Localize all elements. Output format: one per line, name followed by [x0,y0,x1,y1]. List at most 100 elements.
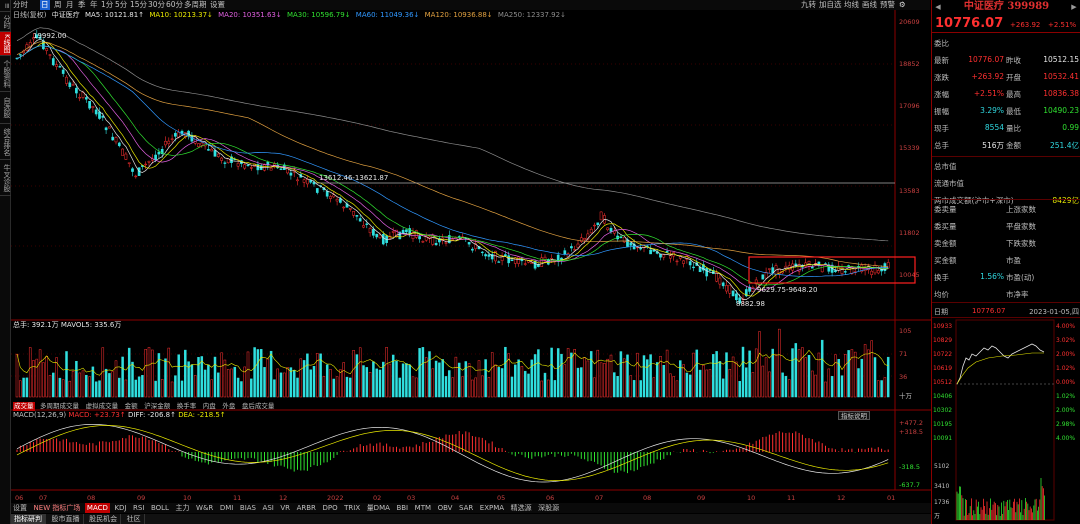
intraday-mini-chart[interactable]: 10933 10829 10722 10619 10512 10406 10302 10195… [932,318,1080,524]
mini-vol-tick: 5102 [934,463,949,470]
time-tick: 11 [787,494,795,502]
ind-tab-mtm[interactable]: MTM [414,504,432,512]
ind-tab-dma[interactable]: 量DMA [366,504,390,512]
volume-bar [596,349,600,398]
ind-tab-selected[interactable]: 精选源 [510,504,532,512]
ind-tab-boll[interactable]: BOLL [150,504,169,512]
annotation-mid: 13612.46-13621.87 [319,174,388,182]
ind-tab-macd[interactable]: MACD [84,503,110,513]
footer-tab-chance[interactable]: 股民机会 [86,514,122,524]
period-tab-settings[interactable]: 设置 [210,0,225,9]
vol-tab-amount[interactable]: 金额 [124,402,138,410]
candle-body [731,290,735,297]
next-icon[interactable]: ▶ [1071,3,1077,11]
volume-bar [55,357,58,398]
ma-button[interactable]: 均线 [844,0,859,9]
vol-tab-outer[interactable]: 外盘 [222,402,236,410]
alert-button[interactable]: 预警 [880,0,895,9]
quote-value: 251.4亿 [1050,141,1079,150]
volume-bar [741,346,745,398]
draw-button[interactable]: 画线 [862,0,877,9]
period-tab-60min[interactable]: 60分 [166,0,184,9]
ind-tab-rsi[interactable]: RSI [133,504,145,512]
ind-tab-bbi[interactable]: BBI [396,504,409,512]
dea-value: DEA: -218.5↑ [178,411,226,419]
date-label: 日期 [934,308,948,316]
vol-tab-sh-amount[interactable]: 沪深金额 [144,402,171,410]
footer-tab-live[interactable]: 股市直播 [49,514,84,524]
ind-tab-sar[interactable]: SAR [459,504,474,512]
volume-bar [481,375,484,398]
period-tab-week[interactable]: 周 [54,0,62,9]
volume-bar [632,380,636,398]
ind-tab-expma[interactable]: EXPMA [479,504,505,512]
volume-bar [867,349,870,398]
vol-tab-volume[interactable]: 成交量 [13,402,35,411]
ind-tab-wr[interactable]: W&R [196,504,214,512]
period-tab-1min[interactable]: 1分 [101,0,114,9]
nine-turn-button[interactable]: 九转 [801,0,816,9]
volume-bar [213,356,217,398]
ind-tab-vr[interactable]: VR [280,504,291,512]
volume-bar [283,372,286,398]
ind-tab-sz[interactable]: 深股源 [538,504,560,512]
left-tab-watchlist[interactable]: 自选股 [0,92,11,124]
footer-tab-analysis[interactable]: 指标研判 [11,514,46,524]
price-axis: 20609 18852 17096 15339 13583 11802 1004… [899,18,920,279]
candle-body [738,297,742,304]
candle-body [873,264,877,274]
left-tab-timeshare[interactable]: 分时 [0,12,11,32]
ind-tab-trix[interactable]: TRIX [344,504,361,512]
volume-bar [731,356,735,398]
volume-bar [863,344,867,398]
volume-bar [721,378,725,398]
ind-tab-dpo[interactable]: DPO [322,504,338,512]
ind-tab-dmi[interactable]: DMI [219,504,234,512]
volume-bar [375,368,378,398]
period-tab-30min[interactable]: 30分 [148,0,166,9]
period-tab-month[interactable]: 月 [66,0,74,9]
left-tab-diagnosis[interactable]: 牛叉诊股 [0,160,11,196]
expand-icon[interactable]: ≡ [0,0,11,12]
footer-tab-community[interactable]: 社区 [124,514,145,524]
add-watch-button[interactable]: 加自选 [819,0,842,9]
vol-tab-after[interactable]: 盘后成交量 [241,402,275,410]
period-tab-quarter[interactable]: 季 [78,0,86,9]
left-tab-kline[interactable]: K线图 [0,32,11,56]
volume-bar [441,359,444,398]
kline-chart[interactable]: 19992.00 13612.46-13621.87 8882.98 9629.… [11,0,931,503]
candle-body [246,164,250,166]
ind-tab-settings[interactable]: 设置 [13,504,27,512]
period-tab-5min[interactable]: 5分 [115,0,128,9]
ind-tab-bias[interactable]: BIAS [239,504,256,512]
vol-tab-multi[interactable]: 多周期成交量 [40,402,80,410]
candle-body [797,263,801,272]
quote-key: 最低 [1006,107,1021,116]
period-tab-multi[interactable]: 多周期 [184,0,207,9]
volume-bar [570,352,573,398]
ind-tab-main[interactable]: 主力 [175,504,190,512]
ind-tab-square[interactable]: NEW 指标广场 [33,504,81,512]
ind-tab-asi[interactable]: ASI [262,504,274,512]
left-tab-ranking[interactable]: 综合排名 [0,124,11,160]
period-tab-year[interactable]: 年 [90,0,98,9]
gear-icon[interactable]: ⚙ [899,0,906,9]
period-tab-day[interactable]: 日 [40,0,50,10]
volume-bar [190,364,194,398]
vol-tab-turnover[interactable]: 换手率 [176,402,197,410]
period-tab-15min[interactable]: 15分 [130,0,148,9]
quote-key: 总手 [934,141,949,150]
volume-bar [408,364,411,398]
vol-tab-inner[interactable]: 内盘 [202,402,216,410]
volume-bar [659,356,662,398]
prev-icon[interactable]: ◀ [935,3,941,11]
quote-value: +2.51% [973,89,1004,98]
ind-tab-arbr[interactable]: ARBR [296,504,316,512]
vol-tab-virtual[interactable]: 虚拟成交量 [85,402,119,410]
ind-tab-obv[interactable]: OBV [437,504,453,512]
indicator-help-button[interactable]: 指标说明 [838,411,870,420]
volume-bar [184,349,187,398]
left-tab-profile[interactable]: 个股资料 [0,56,11,92]
period-tab-timeshare[interactable]: 分时 [13,0,28,9]
ind-tab-kdj[interactable]: KDJ [114,504,127,512]
